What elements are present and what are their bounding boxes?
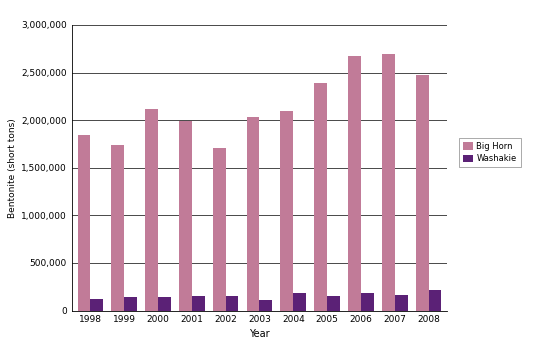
Bar bbox=[348, 56, 361, 311]
X-axis label: Year: Year bbox=[249, 328, 270, 339]
Bar bbox=[192, 296, 205, 311]
Bar bbox=[259, 300, 272, 311]
Bar bbox=[314, 83, 327, 311]
Bar bbox=[213, 148, 226, 311]
Bar bbox=[158, 297, 171, 311]
Bar bbox=[428, 290, 442, 311]
Bar bbox=[247, 117, 259, 311]
Bar bbox=[361, 293, 374, 311]
Bar bbox=[395, 295, 407, 311]
Bar bbox=[327, 296, 340, 311]
Legend: Big Horn, Washakie: Big Horn, Washakie bbox=[459, 138, 521, 167]
Y-axis label: Bentonite (short tons): Bentonite (short tons) bbox=[8, 118, 17, 218]
Bar bbox=[382, 54, 395, 311]
Bar bbox=[145, 109, 158, 311]
Bar bbox=[280, 111, 293, 311]
Bar bbox=[416, 75, 428, 311]
Bar bbox=[226, 296, 238, 311]
Bar bbox=[293, 293, 306, 311]
Bar bbox=[91, 299, 103, 311]
Bar bbox=[179, 121, 192, 311]
Bar bbox=[112, 145, 124, 311]
Bar bbox=[77, 135, 91, 311]
Bar bbox=[124, 297, 137, 311]
